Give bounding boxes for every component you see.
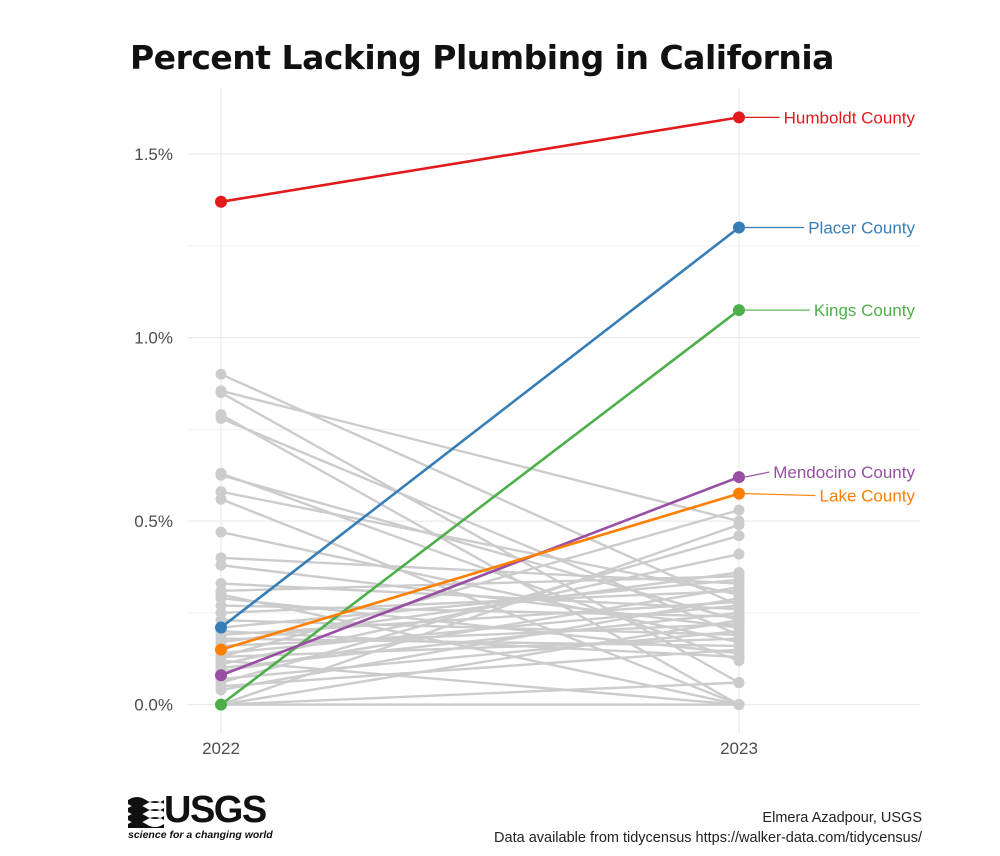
background-point: [733, 581, 745, 593]
y-tick-label: 0.5%: [134, 512, 173, 531]
slope-chart: Humboldt County Placer County Kings County…: [134, 88, 920, 758]
background-point: [215, 684, 227, 696]
background-point: [215, 368, 227, 380]
background-point: [733, 625, 745, 637]
background-point: [215, 493, 227, 505]
axis-labels: 0.0% 0.5% 1.0% 1.5% 2022 2023: [134, 145, 758, 758]
usgs-wave-icon: [128, 797, 164, 828]
background-series-line: [220, 472, 740, 662]
background-point: [733, 530, 745, 542]
chart-title: Percent Lacking Plumbing in California: [130, 38, 834, 77]
background-series-line: [220, 534, 740, 684]
background-series: [215, 368, 745, 711]
background-series-line: [220, 600, 740, 637]
background-series-line: [220, 571, 740, 644]
background-point: [215, 469, 227, 481]
kings-county-line: [220, 309, 740, 706]
background-series-line: [220, 637, 740, 659]
background-series-line: [220, 604, 740, 618]
mendocino-county-line: [220, 475, 740, 677]
highlighted-series: Humboldt County Placer County Kings County…: [215, 108, 916, 711]
background-series-line: [220, 474, 740, 622]
humboldt-county-line: [220, 116, 740, 204]
mendocino-county-label: Mendocino County: [773, 463, 915, 482]
background-point: [733, 677, 745, 689]
background-point: [733, 644, 745, 656]
y-tick-label: 0.0%: [134, 696, 173, 715]
lake-county-line: [220, 492, 740, 651]
mendocino-county-point-2023: [733, 471, 745, 484]
credit-text: Elmera Azadpour, USGS: [762, 810, 922, 826]
background-point: [733, 519, 745, 531]
placer-county-label: Placer County: [808, 218, 915, 237]
background-point: [733, 614, 745, 626]
background-series-line: [220, 530, 740, 644]
kings-county-point-2023: [733, 304, 745, 317]
background-point: [733, 504, 745, 516]
background-point: [733, 567, 745, 578]
background-series-line: [220, 619, 740, 706]
lake-county-point-2022: [215, 643, 227, 656]
usgs-tagline: science for a changing world: [128, 829, 273, 841]
mendocino-county-point-2022: [215, 669, 227, 682]
background-series-line: [220, 490, 740, 596]
background-series-line: [220, 681, 740, 706]
background-series-line: [220, 578, 740, 629]
background-series-line: [220, 630, 740, 681]
y-tick-label: 1.5%: [134, 145, 173, 164]
background-series-line: [220, 508, 740, 659]
background-series-line: [220, 389, 740, 523]
kings-county-point-2022: [215, 698, 227, 711]
lake-county-point-2023: [733, 487, 745, 500]
lake-county-connector: [744, 492, 816, 497]
background-point: [733, 699, 745, 711]
mendocino-county-connector: [744, 471, 770, 478]
placer-county-point-2023: [733, 221, 745, 234]
background-point: [215, 526, 227, 538]
background-series-line: [220, 417, 740, 637]
background-series-line: [220, 589, 740, 615]
source-text: Data available from tidycensus https://w…: [494, 830, 922, 846]
background-point: [733, 592, 745, 604]
usgs-wordmark: USGS: [164, 789, 267, 831]
humboldt-county-label: Humboldt County: [784, 108, 916, 127]
background-point: [215, 387, 227, 399]
lake-county-label: Lake County: [820, 487, 916, 506]
background-series-line: [220, 523, 740, 706]
background-point: [215, 559, 227, 571]
kings-county-label: Kings County: [814, 301, 916, 320]
background-point: [733, 548, 745, 560]
placer-county-line: [220, 226, 740, 629]
caption: Elmera Azadpour, USGS Data available fro…: [494, 808, 922, 848]
humboldt-county-point-2022: [215, 195, 227, 208]
x-tick-label: 2023: [720, 739, 758, 758]
y-tick-label: 1.0%: [134, 329, 173, 348]
background-series-line: [220, 648, 740, 688]
usgs-logo: USGS science for a changing world: [128, 789, 273, 842]
placer-county-point-2022: [215, 621, 227, 634]
x-tick-label: 2022: [202, 739, 240, 758]
background-series-line: [220, 659, 740, 706]
background-point: [215, 412, 227, 424]
humboldt-county-point-2023: [733, 111, 745, 124]
